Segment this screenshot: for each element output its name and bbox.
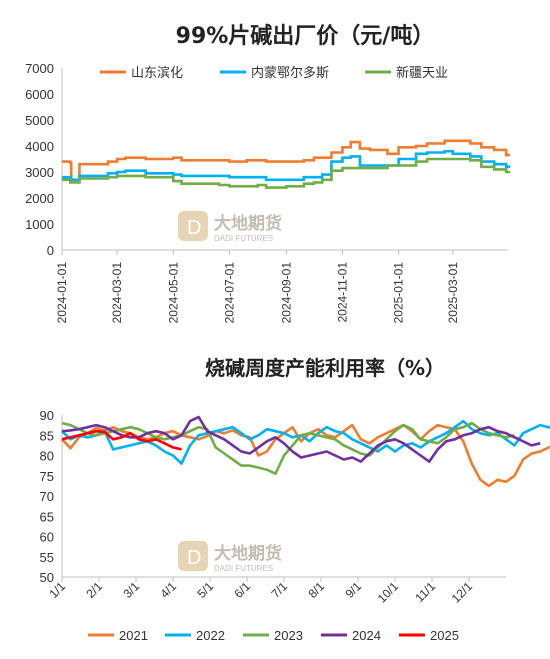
y-tick-label: 90 — [40, 408, 54, 423]
y-tick-label: 75 — [40, 469, 54, 484]
series-line-2023 — [61, 421, 515, 475]
svg-text:DADI FUTURES: DADI FUTURES — [214, 234, 273, 243]
y-tick-label: 55 — [40, 550, 54, 565]
y-tick-label: 0 — [47, 243, 54, 258]
svg-text:D: D — [187, 547, 201, 569]
y-tick-label: 1000 — [25, 217, 54, 232]
x-tick-label: 12/1 — [449, 579, 476, 606]
x-tick-label: 2024-03-01 — [110, 262, 124, 324]
x-tick-label: 7/1 — [268, 579, 290, 601]
x-tick-label: 2/1 — [83, 579, 105, 601]
legend-label: 2024 — [352, 628, 381, 643]
y-tick-label: 60 — [40, 530, 54, 545]
svg-text:DADI FUTURES: DADI FUTURES — [214, 564, 273, 573]
x-tick-label: 2024-05-01 — [166, 262, 180, 324]
svg-text:大地期货: 大地期货 — [214, 543, 282, 563]
series-line-1 — [62, 139, 511, 182]
svg-text:D: D — [187, 217, 201, 239]
price-chart: 0 1000 2000 3000 4000 5000 6000 7000 2024-01-01 2… — [25, 61, 511, 324]
x-tick-label: 2024-01-01 — [55, 262, 69, 324]
x-tick-label: 3/1 — [120, 579, 142, 601]
legend-label: 2023 — [274, 628, 303, 643]
svg-text:大地期货: 大地期货 — [214, 213, 282, 233]
x-tick-label: 8/1 — [305, 579, 327, 601]
chart-title-price: 99%片碱出厂价（元/吨） — [175, 24, 435, 49]
legend-label: 山东滨化 — [131, 65, 183, 80]
x-tick-label: 6/1 — [231, 579, 253, 601]
x-tick-label: 11/1 — [412, 579, 438, 605]
x-tick-label: 2025-03-01 — [446, 262, 460, 324]
y-tick-label: 2000 — [25, 191, 54, 206]
x-tick-label: 4/1 — [157, 579, 179, 601]
legend-label: 2021 — [119, 628, 148, 643]
y-tick-label: 4000 — [25, 139, 54, 154]
legend-label: 新疆天业 — [396, 65, 448, 80]
x-tick-label: 2025-01-01 — [392, 262, 406, 324]
x-tick-label: 2024-11-01 — [335, 262, 349, 323]
y-tick-label: 65 — [40, 509, 54, 524]
legend-label: 2022 — [196, 628, 225, 643]
y-tick-label: 50 — [40, 570, 54, 585]
y-tick-label: 80 — [40, 449, 54, 464]
series-line-2024 — [61, 415, 541, 463]
y-tick-label: 6000 — [25, 87, 54, 102]
x-tick-label: 9/1 — [342, 579, 364, 601]
legend-label: 内蒙鄂尔多斯 — [251, 65, 329, 80]
x-tick-label: 2024-09-01 — [279, 262, 293, 324]
dadi-logo-mark-2 — [178, 541, 208, 571]
x-tick-label: 10/1 — [375, 579, 402, 606]
y-tick-label: 5000 — [25, 113, 54, 128]
dadi-logo-mark — [178, 211, 208, 241]
legend-label: 2025 — [430, 628, 459, 643]
y-tick-label: 7000 — [25, 61, 54, 76]
chart-title-utilization: 烧碱周度产能利用率（%） — [204, 356, 446, 380]
dadi-futures-watermark: D 大地期货 DADI FUTURES — [178, 211, 282, 243]
dadi-futures-watermark-2: D 大地期货 DADI FUTURES — [178, 541, 282, 573]
y-tick-label: 70 — [40, 489, 54, 504]
x-tick-label: 2024-07-01 — [222, 262, 236, 324]
y-tick-label: 3000 — [25, 165, 54, 180]
y-tick-label: 85 — [40, 428, 54, 443]
series-line-2025 — [61, 429, 182, 451]
series-line-3 — [62, 157, 511, 189]
series-line-2021 — [61, 423, 550, 488]
x-tick-label: 5/1 — [194, 579, 216, 601]
series-line-2 — [62, 149, 511, 182]
